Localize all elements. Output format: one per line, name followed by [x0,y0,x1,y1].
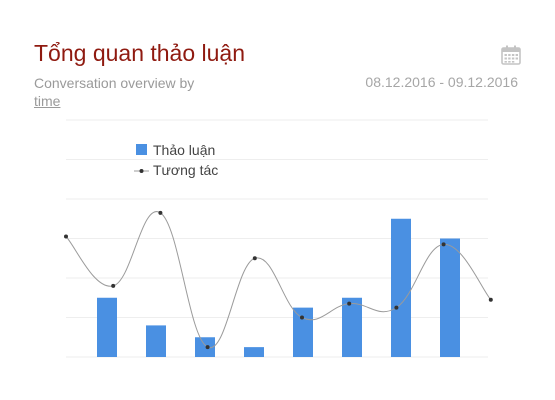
bar [97,298,117,357]
line-point [111,284,115,288]
bar [440,239,460,358]
line-point [206,345,210,349]
bar [293,308,313,357]
line-point [394,306,398,310]
bar-series [97,219,460,357]
legend-swatch-thao-luan [136,144,147,155]
line-point [347,302,351,306]
bar [391,219,411,357]
bar [146,325,166,357]
bar [342,298,362,357]
legend-label-tuong-tac: Tương tác [153,162,218,178]
line-point [300,316,304,320]
legend-label-thao-luan: Thảo luận [153,142,215,158]
bar [244,347,264,357]
chart-grid [66,120,488,357]
line-point [442,242,446,246]
line-point [253,256,257,260]
line-series [64,211,493,349]
line-point [158,211,162,215]
line-path [66,212,491,348]
line-point [64,235,68,239]
line-point [489,298,493,302]
legend-point-tuong-tac [140,169,144,173]
